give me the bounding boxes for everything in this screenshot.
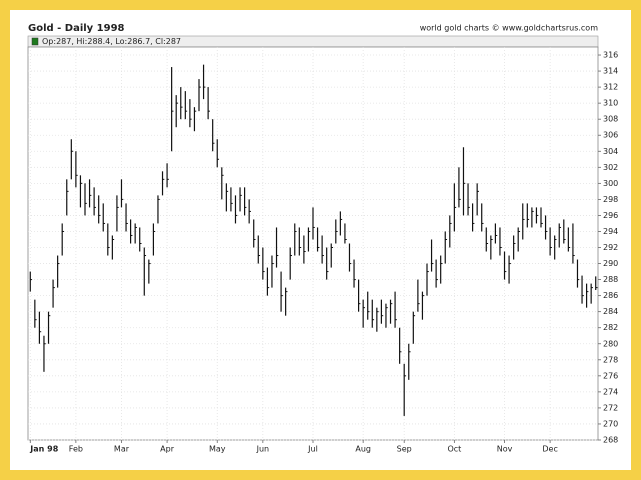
y-tick-label: 278 (603, 355, 618, 364)
y-tick-label: 276 (603, 371, 618, 380)
legend-swatch (31, 37, 39, 46)
x-tick-label: Jul (307, 445, 318, 454)
y-tick-label: 290 (603, 259, 618, 268)
y-tick-label: 300 (603, 179, 618, 188)
legend-text: Op:287, Hi:288.4, Lo:286.7, Cl:287 (42, 37, 181, 46)
x-tick-label: Oct (447, 445, 461, 454)
source-credit: world gold charts © www.goldchartsrus.co… (420, 24, 598, 33)
x-tick-label: Feb (69, 445, 83, 454)
y-tick-label: 286 (603, 291, 618, 300)
x-tick-label: Sep (397, 445, 412, 454)
x-tick-label: May (209, 445, 226, 454)
x-tick-label: Nov (497, 445, 513, 454)
y-tick-label: 316 (603, 51, 618, 60)
y-tick-label: 292 (603, 243, 618, 252)
y-tick-label: 296 (603, 211, 618, 220)
y-tick-label: 268 (603, 436, 618, 445)
y-tick-label: 306 (603, 131, 618, 140)
y-tick-label: 314 (603, 67, 618, 76)
y-tick-label: 280 (603, 339, 618, 348)
y-tick-label: 282 (603, 323, 618, 332)
x-tick-label: Jan 98 (29, 445, 58, 454)
y-tick-label: 288 (603, 275, 618, 284)
y-tick-label: 274 (603, 387, 618, 396)
y-tick-label: 312 (603, 83, 618, 92)
y-tick-label: 308 (603, 115, 618, 124)
x-tick-label: Aug (355, 445, 371, 454)
x-tick-label: Dec (542, 445, 557, 454)
y-tick-label: 294 (603, 227, 618, 236)
y-tick-label: 298 (603, 195, 618, 204)
y-tick-label: 302 (603, 163, 618, 172)
chart-title: Gold - Daily 1998 (28, 23, 125, 34)
y-tick-label: 270 (603, 419, 618, 428)
x-tick-label: Jun (256, 445, 270, 454)
y-tick-label: 304 (603, 147, 618, 156)
x-tick-label: Apr (160, 445, 175, 454)
y-tick-label: 272 (603, 403, 618, 412)
x-tick-label: Mar (114, 445, 130, 454)
y-tick-label: 310 (603, 99, 618, 108)
plot-frame (27, 46, 599, 441)
y-tick-label: 284 (603, 307, 618, 316)
